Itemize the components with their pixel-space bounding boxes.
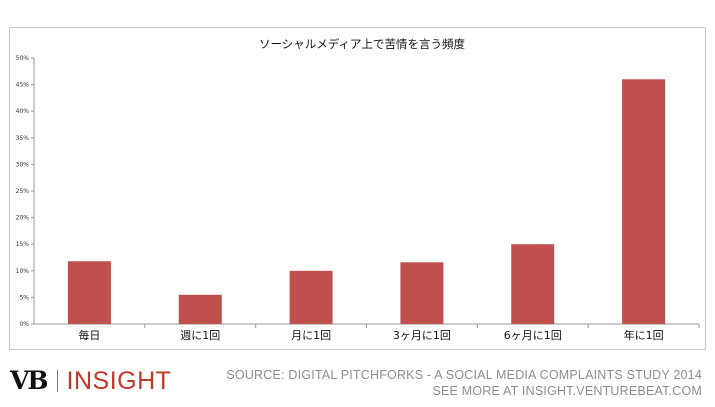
x-category-label: 年に1回 xyxy=(624,328,664,342)
venturebeat-insight-logo: VB INSIGHT xyxy=(10,366,171,396)
y-axis-ticks: 0% 5% 10% 15% 20% 25% 30% 35% 40% 45% 50% xyxy=(16,55,34,328)
bar xyxy=(289,270,333,324)
x-category-label: 毎日 xyxy=(78,329,100,342)
y-tick-label: 40% xyxy=(16,108,30,115)
chart-title: ソーシャルメディア上で苦情を言う頻度 xyxy=(259,37,465,51)
logo-divider xyxy=(56,370,58,392)
source-citation: SOURCE: DIGITAL PITCHFORKS - A SOCIAL ME… xyxy=(226,368,702,382)
y-tick-label: 25% xyxy=(16,188,30,195)
x-category-label: 6ヶ月に1回 xyxy=(504,329,562,342)
y-tick-label: 20% xyxy=(16,215,30,222)
more-info-link[interactable]: SEE MORE AT INSIGHT.VENTUREBEAT.COM xyxy=(432,384,702,398)
x-category-label: 3ヶ月に1回 xyxy=(393,329,451,342)
bar xyxy=(622,79,666,324)
y-tick-label: 45% xyxy=(16,82,30,89)
bar xyxy=(178,294,222,324)
y-tick-label: 50% xyxy=(16,55,30,62)
insight-wordmark: INSIGHT xyxy=(66,367,172,395)
y-tick-label: 35% xyxy=(16,135,30,142)
y-tick-label: 10% xyxy=(16,268,30,275)
bar xyxy=(400,262,444,324)
y-tick-label: 0% xyxy=(19,321,29,328)
bar-series xyxy=(67,79,666,324)
bar xyxy=(511,244,555,324)
vb-logo-mark: VB xyxy=(10,366,49,395)
y-tick-label: 30% xyxy=(16,161,30,168)
x-category-label: 月に1回 xyxy=(291,329,331,342)
x-category-label: 週に1回 xyxy=(180,329,220,342)
footer-source-text: SOURCE: DIGITAL PITCHFORKS - A SOCIAL ME… xyxy=(226,367,702,399)
y-tick-label: 5% xyxy=(19,294,29,301)
bar-chart: ソーシャルメディア上で苦情を言う頻度 0% 5% 10% 15% 20% 25% 30% 35… xyxy=(16,37,700,342)
x-axis-labels: 毎日 週に1回 月に1回 3ヶ月に1回 6ヶ月に1回 年に1回 xyxy=(78,324,700,342)
y-tick-label: 15% xyxy=(16,241,30,248)
bar xyxy=(67,261,111,324)
chart-frame: ソーシャルメディア上で苦情を言う頻度 0% 5% 10% 15% 20% 25% 30% 35… xyxy=(9,27,706,350)
